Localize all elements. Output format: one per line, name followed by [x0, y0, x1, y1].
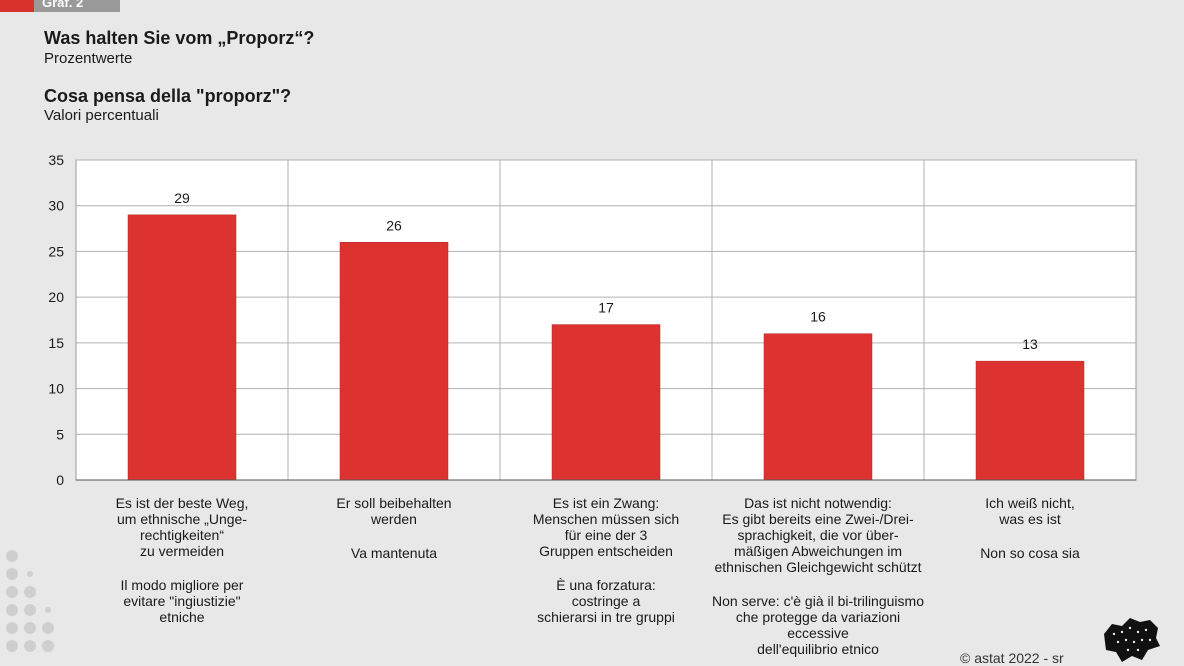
category-label-german: Es ist der beste Weg, um ethnische „Unge… [115, 495, 249, 559]
y-tick-label: 30 [48, 198, 64, 214]
title-italian: Cosa pensa della "proporz"? [44, 86, 292, 106]
credit-text: © astat 2022 - sr [960, 650, 1064, 666]
y-tick-label: 10 [48, 381, 64, 397]
figure-tag-label: Graf. 2 [42, 0, 84, 10]
data-label: 16 [810, 309, 826, 325]
category-label-italian: Va mantenuta [350, 545, 438, 561]
data-label: 17 [598, 300, 614, 316]
y-tick-label: 35 [48, 152, 64, 168]
subtitle-german: Prozentwerte [44, 50, 133, 67]
bar [339, 242, 449, 481]
bar [975, 360, 1085, 481]
bar [763, 333, 873, 481]
y-tick-label: 0 [56, 472, 64, 488]
data-label: 29 [174, 190, 190, 206]
category-label-german: Es ist ein Zwang: Menschen müssen sich f… [532, 495, 680, 559]
title-german: Was halten Sie vom „Proporz“? [44, 28, 315, 48]
category-label: Das ist nicht notwendig: Es gibt bereits… [708, 495, 928, 657]
y-tick-label: 25 [48, 243, 64, 259]
category-label-italian: È una forzatura: costringe a schierarsi … [537, 577, 675, 625]
category-label: Es ist der beste Weg, um ethnische „Unge… [72, 495, 292, 625]
category-label: Es ist ein Zwang: Menschen müssen sich f… [496, 495, 716, 625]
y-tick-label: 15 [48, 335, 64, 351]
figure-tag: Graf. 2 [0, 0, 120, 12]
category-label-german: Ich weiß nicht, was es ist [985, 495, 1075, 527]
decorative-dots [6, 550, 54, 652]
category-label-italian: Non so cosa sia [980, 545, 1080, 561]
category-label: Ich weiß nicht, was es ist Non so cosa si… [920, 495, 1140, 561]
data-label: 26 [386, 217, 402, 233]
tag-accent [0, 0, 34, 12]
category-label-german: Das ist nicht notwendig: Es gibt bereits… [714, 495, 922, 575]
region-map-logo [1104, 618, 1160, 662]
bar [551, 324, 661, 481]
category-label-italian: Non serve: c'è già il bi-trilinguismo ch… [712, 593, 924, 657]
subtitle-italian: Valori percentuali [44, 107, 159, 124]
category-label-italian: Il modo migliore per evitare "ingiustizi… [120, 577, 244, 625]
y-tick-label: 5 [56, 426, 64, 442]
y-tick-label: 20 [48, 289, 64, 305]
category-label-german: Er soll beibehalten werden [336, 495, 452, 527]
data-label: 13 [1022, 336, 1038, 352]
bar [127, 214, 237, 481]
category-label: Er soll beibehalten werden Va mantenuta [284, 495, 504, 561]
